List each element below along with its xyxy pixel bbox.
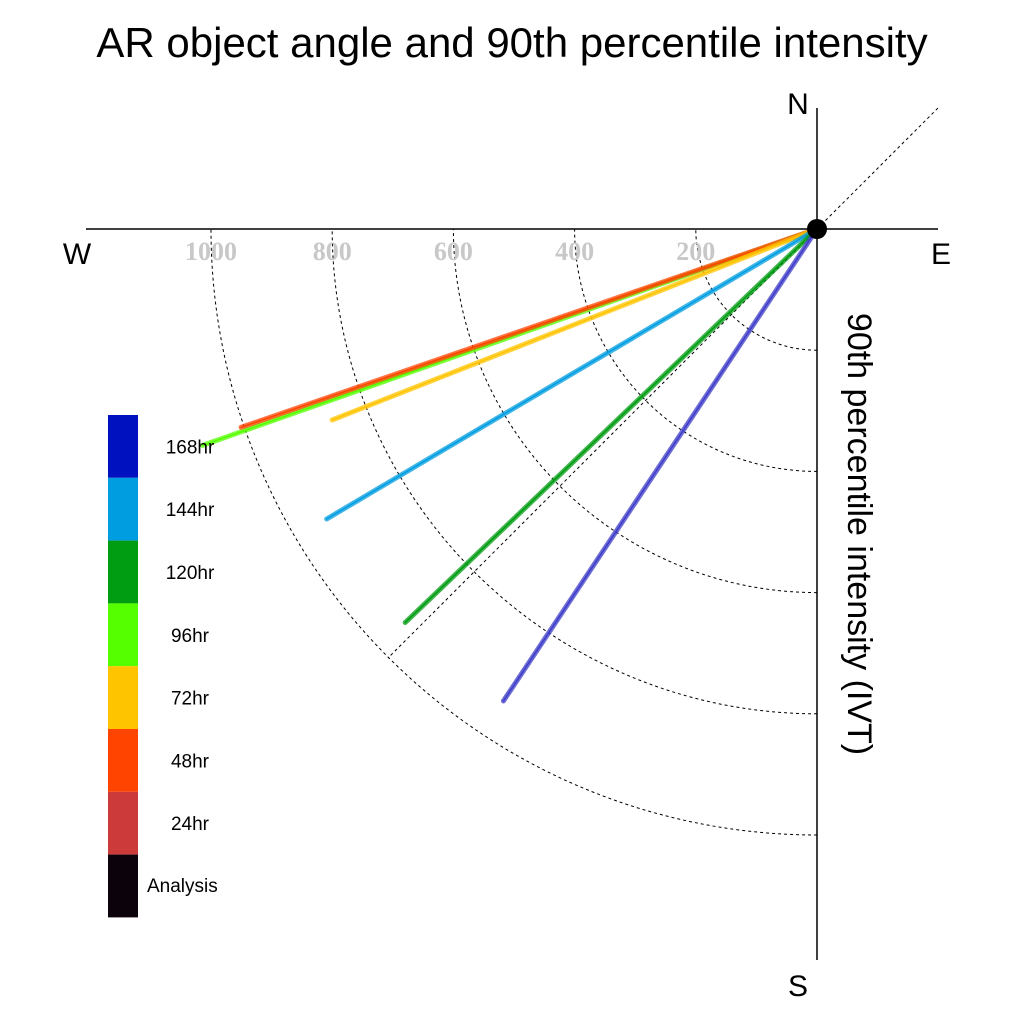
origin-marker — [807, 219, 827, 239]
legend-label: 120hr — [166, 563, 215, 584]
legend-swatch — [108, 666, 138, 729]
range-ring-600 — [452, 228, 818, 594]
legend-label: 72hr — [171, 689, 210, 710]
legend-swatch — [108, 729, 138, 792]
legend-label: 168hr — [166, 437, 215, 458]
legend-swatch — [108, 603, 138, 667]
south-label: S — [788, 970, 808, 1003]
east-label: E — [931, 238, 951, 271]
legend-swatch — [108, 540, 138, 604]
north-label: N — [787, 88, 809, 121]
legend-label: 48hr — [171, 751, 210, 772]
southwest-diagonal — [387, 228, 818, 659]
range-ring-1000 — [210, 228, 818, 836]
range-tick-label: 200 — [676, 237, 715, 266]
series-line-core-144hr — [325, 228, 818, 520]
legend-swatch — [108, 791, 138, 855]
range-ring-800 — [331, 228, 818, 715]
legend-swatch — [108, 415, 138, 478]
legend-swatch — [108, 854, 138, 918]
legend-label: 24hr — [171, 814, 210, 835]
legend-label: 144hr — [166, 500, 215, 521]
range-tick-label: 400 — [555, 237, 594, 266]
series-lines — [200, 226, 820, 704]
y-axis-label: 90th percentile intensity (IVT) — [840, 313, 878, 755]
legend: 168hr 144hr 120hr 96hr 72hr 48hr 24hr Analysis — [108, 415, 218, 918]
range-ring-400 — [574, 228, 818, 472]
northeast-diagonal — [816, 105, 941, 230]
west-label: W — [63, 238, 92, 271]
range-tick-label: 800 — [313, 237, 352, 266]
legend-label: 96hr — [171, 626, 210, 647]
series-line-core-72hr — [331, 228, 818, 421]
series-line-core-48hr — [240, 228, 818, 429]
range-tick-label: 1000 — [185, 237, 237, 266]
range-tick-labels: 200 400 600 800 1000 — [185, 237, 715, 266]
range-tick-label: 600 — [434, 237, 473, 266]
range-ring-200 — [695, 228, 818, 351]
series-line-core-120hr — [404, 228, 818, 624]
legend-label: Analysis — [147, 876, 218, 897]
chart-title: AR object angle and 90th percentile inte… — [96, 19, 927, 66]
legend-swatch — [108, 477, 138, 541]
series-line-core-168hr — [502, 228, 818, 702]
range-rings — [210, 228, 818, 836]
